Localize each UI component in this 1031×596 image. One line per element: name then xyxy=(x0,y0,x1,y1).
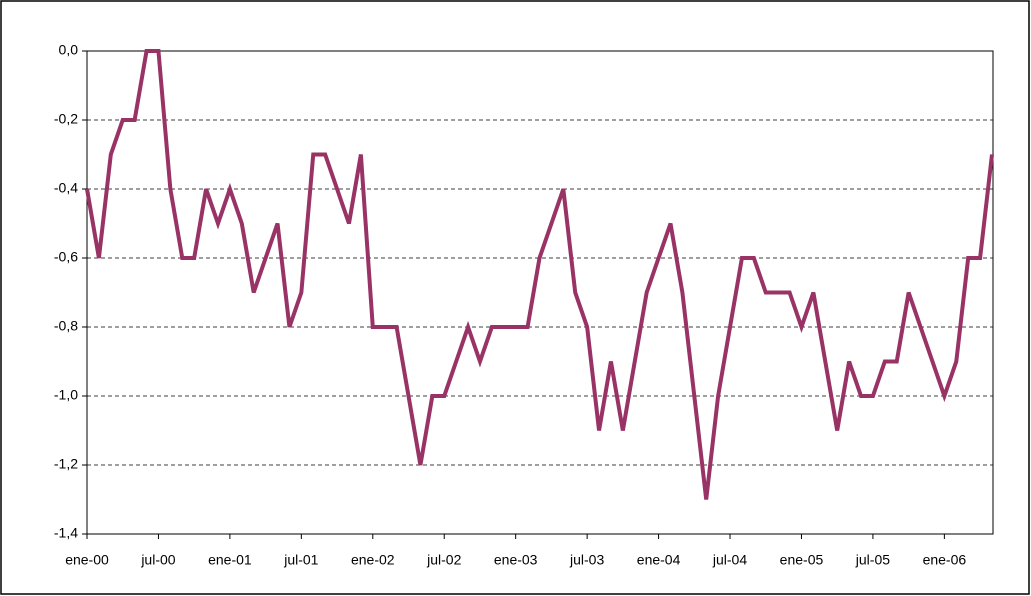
y-tick-label: -1,4 xyxy=(54,525,78,541)
x-tick-label: ene-01 xyxy=(208,552,252,568)
x-tick-label: jul-04 xyxy=(712,552,747,568)
y-tick-label: -1,2 xyxy=(54,456,78,472)
x-tick-label: jul-05 xyxy=(855,552,890,568)
y-tick-label: -1,0 xyxy=(54,387,78,403)
x-tick-label: ene-02 xyxy=(351,552,395,568)
x-tick-label: jul-02 xyxy=(426,552,461,568)
y-tick-label: -0,2 xyxy=(54,111,78,127)
x-tick-label: ene-00 xyxy=(65,552,109,568)
x-tick-label: jul-01 xyxy=(283,552,318,568)
y-tick-label: -0,8 xyxy=(54,318,78,334)
x-tick-label: jul-00 xyxy=(140,552,175,568)
x-tick-label: ene-05 xyxy=(780,552,824,568)
x-tick-label: ene-04 xyxy=(637,552,681,568)
plot-area xyxy=(86,50,994,535)
y-tick-label: -0,4 xyxy=(54,180,78,196)
x-tick-label: jul-03 xyxy=(569,552,604,568)
y-tick-label: -0,6 xyxy=(54,249,78,265)
y-tick-label: 0,0 xyxy=(59,42,79,58)
x-tick-label: ene-03 xyxy=(494,552,538,568)
x-tick-label: ene-06 xyxy=(923,552,967,568)
line-series xyxy=(85,49,994,500)
